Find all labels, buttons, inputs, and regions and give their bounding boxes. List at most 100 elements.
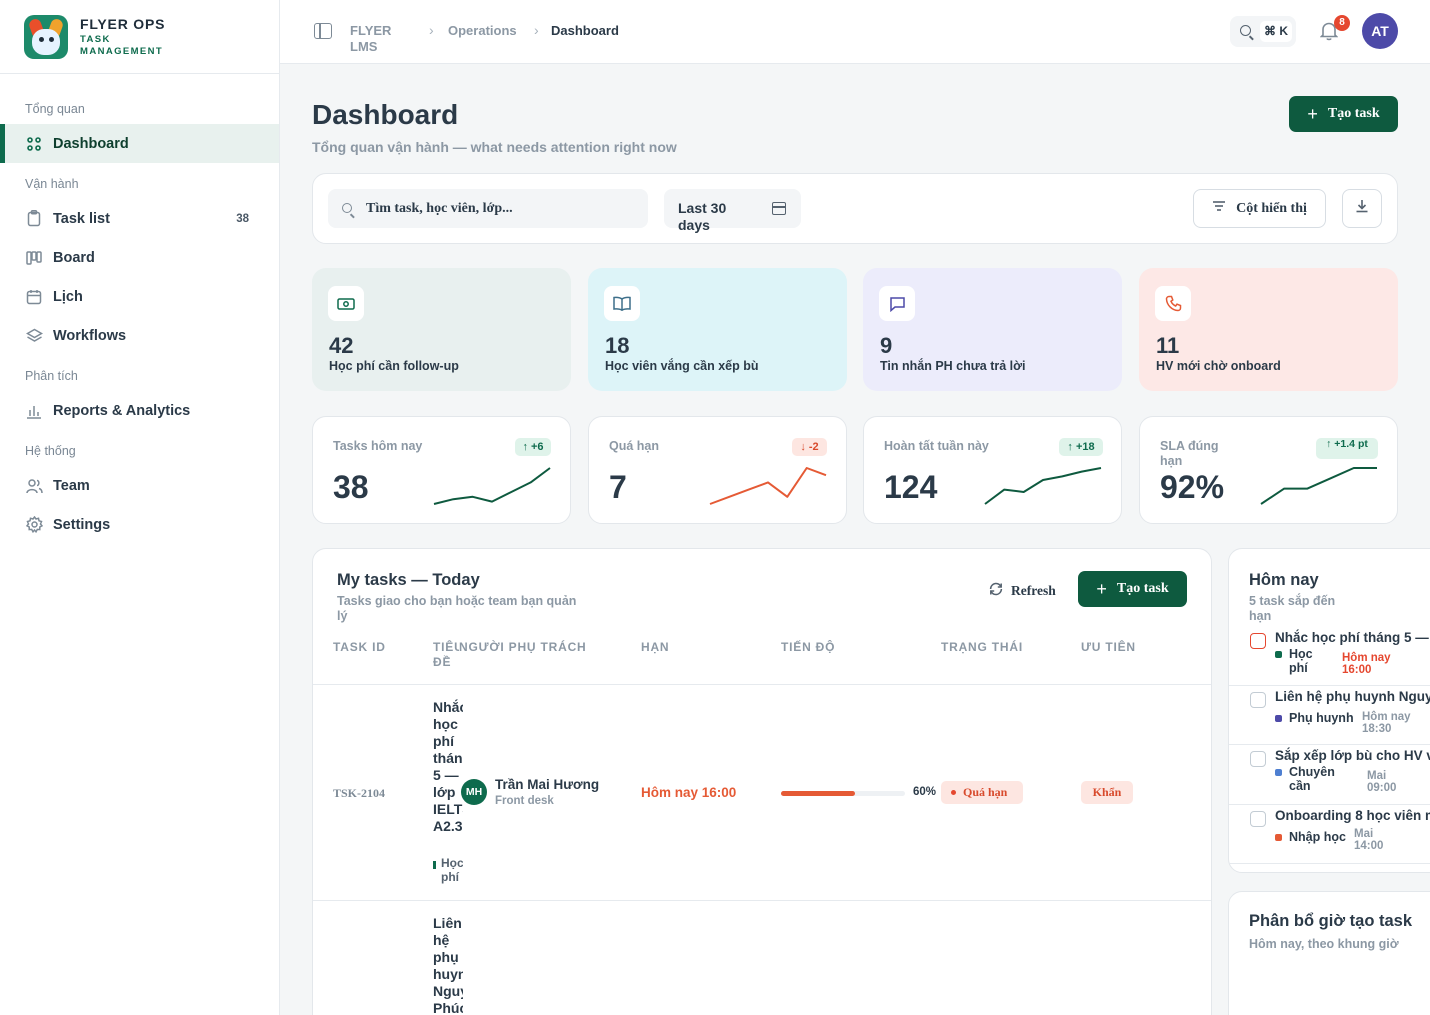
- assignee-avatar: MH: [461, 779, 487, 805]
- sparkline-chart: [984, 467, 1102, 505]
- bell-icon[interactable]: [1319, 21, 1339, 41]
- category-dot: [1275, 769, 1282, 776]
- create-task-button[interactable]: + Tạo task: [1289, 96, 1398, 132]
- sparkline-series: [984, 467, 1102, 505]
- stat-card-fees[interactable]: 42 Học phí cần follow-up: [312, 268, 571, 391]
- grid-icon: [25, 135, 43, 153]
- panel-subtitle: 5 task sắp đến hạn: [1249, 594, 1336, 623]
- panel-subtitle: Hôm nay, theo khung giờ: [1249, 937, 1399, 951]
- table-header: TASK ID TIÊU ĐỀ NGƯỜI PHỤ TRÁCH HẠN TIẾN…: [313, 637, 1211, 685]
- search-icon: [342, 203, 352, 213]
- sidebar-item-reports[interactable]: Reports & Analytics: [0, 391, 279, 430]
- user-avatar[interactable]: AT: [1362, 13, 1398, 49]
- search-input[interactable]: [366, 189, 636, 228]
- topbar: FLYER LMS › Operations › Dashboard ⌘ K 8…: [280, 0, 1430, 64]
- sidebar-item-label: Reports & Analytics: [53, 402, 191, 419]
- sidebar-toggle-icon[interactable]: [314, 23, 332, 39]
- stat-card-absent[interactable]: 18 Học viên vắng cần xếp bù: [588, 268, 847, 391]
- task-checkbox[interactable]: [1250, 811, 1266, 827]
- status-badge: Quá hạn: [941, 781, 1023, 804]
- refresh-button[interactable]: Refresh: [989, 582, 1056, 600]
- columns-button[interactable]: Cột hiển thị: [1193, 189, 1326, 228]
- sidebar-item-label: Workflows: [53, 327, 127, 344]
- list-item[interactable]: Nhắc học phí tháng 5 — lớp IELTS A2.3 Họ…: [1229, 630, 1430, 686]
- sparkline-series: [433, 467, 551, 505]
- phone-icon: [1155, 286, 1191, 321]
- column-header-priority[interactable]: ƯU TIÊN: [1081, 640, 1136, 654]
- download-button[interactable]: [1342, 189, 1382, 228]
- stat-value: 11: [1156, 333, 1180, 358]
- kpi-delta: -2: [808, 441, 819, 453]
- refresh-icon: [989, 582, 1003, 600]
- item-time: Mai 14:00: [1354, 828, 1384, 852]
- stat-card-messages[interactable]: 9 Tin nhắn PH chưa trả lời: [863, 268, 1122, 391]
- kpi-card-sla[interactable]: SLA đúng hạn 92% ↑ +1.4 pt: [1139, 416, 1398, 524]
- sidebar-item-dashboard[interactable]: Dashboard: [0, 124, 279, 163]
- table-row[interactable]: TSK-2104 Nhắc học phí tháng 5 — lớp IELT…: [313, 685, 1211, 901]
- sidebar-item-workflows[interactable]: Workflows: [0, 316, 279, 355]
- column-header-assignee[interactable]: NGƯỜI PHỤ TRÁCH: [459, 640, 587, 654]
- task-title[interactable]: Liên hệ phụ huynh Nguyễn Phúc: [433, 915, 463, 1015]
- task-title[interactable]: Nhắc học phí tháng 5 — lớp IELTS A2.3: [433, 699, 463, 834]
- item-category-label: Chuyên cần: [1289, 765, 1335, 793]
- item-category: Phụ huynh: [1275, 711, 1365, 725]
- item-title: Liên hệ phụ huynh Nguyễn Phúc: [1275, 689, 1430, 704]
- notification-badge: 8: [1334, 15, 1350, 31]
- panel-title: Hôm nay: [1249, 571, 1319, 589]
- kpi-card-overdue[interactable]: Quá hạn 7 ↓ -2: [588, 416, 847, 524]
- date-range-value: Last 30 days: [678, 200, 727, 233]
- command-search-button[interactable]: ⌘ K: [1230, 16, 1296, 47]
- list-item[interactable]: Onboarding 8 học viên mới Nhập học Mai 1…: [1229, 808, 1430, 864]
- sidebar-item-calendar[interactable]: Lịch: [0, 277, 279, 316]
- sidebar-item-task-list[interactable]: Task list 38: [0, 199, 279, 238]
- column-header-title[interactable]: TIÊU ĐỀ: [433, 640, 459, 669]
- list-item[interactable]: Liên hệ phụ huynh Nguyễn Phúc Phụ huynh …: [1229, 689, 1430, 745]
- sidebar-item-label: Lịch: [53, 288, 83, 305]
- kpi-delta: +1.4 pt: [1334, 438, 1368, 450]
- task-checkbox[interactable]: [1250, 633, 1266, 649]
- create-task-button-secondary[interactable]: + Tạo task: [1078, 571, 1187, 607]
- arrow-up-icon: ↑: [522, 441, 528, 453]
- column-header-due[interactable]: HẠN: [641, 640, 670, 654]
- kpi-value: 92%: [1160, 469, 1225, 505]
- book-icon: [604, 286, 640, 321]
- task-checkbox[interactable]: [1250, 692, 1266, 708]
- task-checkbox[interactable]: [1250, 751, 1266, 767]
- column-header-progress[interactable]: TIẾN ĐỘ: [781, 640, 836, 654]
- category-dot: [1275, 715, 1282, 722]
- refresh-label: Refresh: [1011, 583, 1056, 598]
- sidebar-item-team[interactable]: Team: [0, 466, 279, 505]
- layers-icon: [25, 327, 43, 345]
- list-item[interactable]: Sắp xếp lớp bù cho HV vắng Chuyên cần Ma…: [1229, 748, 1430, 805]
- kpi-value: 7: [609, 469, 627, 505]
- assignee-role: Front desk: [495, 795, 554, 807]
- nav-group-overview: Tổng quan: [25, 102, 85, 116]
- search-box: [328, 189, 648, 228]
- date-range-picker[interactable]: Last 30 days: [664, 189, 801, 233]
- chevron-right-icon: ›: [429, 22, 434, 38]
- column-header-status[interactable]: TRẠNG THÁI: [941, 640, 1023, 654]
- sidebar-item-settings[interactable]: Settings: [0, 505, 279, 544]
- calendar-icon: [25, 288, 43, 306]
- kpi-card-today[interactable]: Tasks hôm nay 38 ↑ +6: [312, 416, 571, 524]
- sparkline-chart: [1260, 467, 1377, 505]
- category-dot: [1275, 834, 1282, 841]
- sidebar-item-board[interactable]: Board: [0, 238, 279, 277]
- my-tasks-panel: My tasks — Today Tasks giao cho bạn hoặc…: [312, 548, 1212, 1015]
- nav-group-analytics: Phân tích: [25, 369, 78, 383]
- fox-logo-icon: [24, 14, 68, 59]
- breadcrumb-root[interactable]: FLYER LMS: [350, 23, 392, 54]
- kpi-card-completed[interactable]: Hoàn tất tuần này 124 ↑ +18: [863, 416, 1122, 524]
- arrow-up-icon: ↑: [1067, 441, 1073, 453]
- brand[interactable]: FLYER OPS TASK MANAGEMENT: [0, 0, 279, 74]
- panel-title: Phân bổ giờ tạo task: [1249, 912, 1413, 930]
- panel-subtitle: Tasks giao cho bạn hoặc team bạn quản lý: [337, 594, 577, 623]
- column-header-task-id[interactable]: TASK ID: [333, 640, 386, 654]
- main-content: Dashboard Tổng quan vận hành — what need…: [280, 64, 1430, 1015]
- breadcrumb-operations[interactable]: Operations: [448, 23, 517, 38]
- sidebar-item-label: Board: [53, 249, 95, 266]
- sparkline-chart: [709, 467, 827, 505]
- stat-card-onboard[interactable]: 11 HV mới chờ onboard: [1139, 268, 1398, 391]
- table-row[interactable]: Liên hệ phụ huynh Nguyễn Phúc: [313, 901, 1211, 1015]
- calendar-icon: [772, 202, 786, 215]
